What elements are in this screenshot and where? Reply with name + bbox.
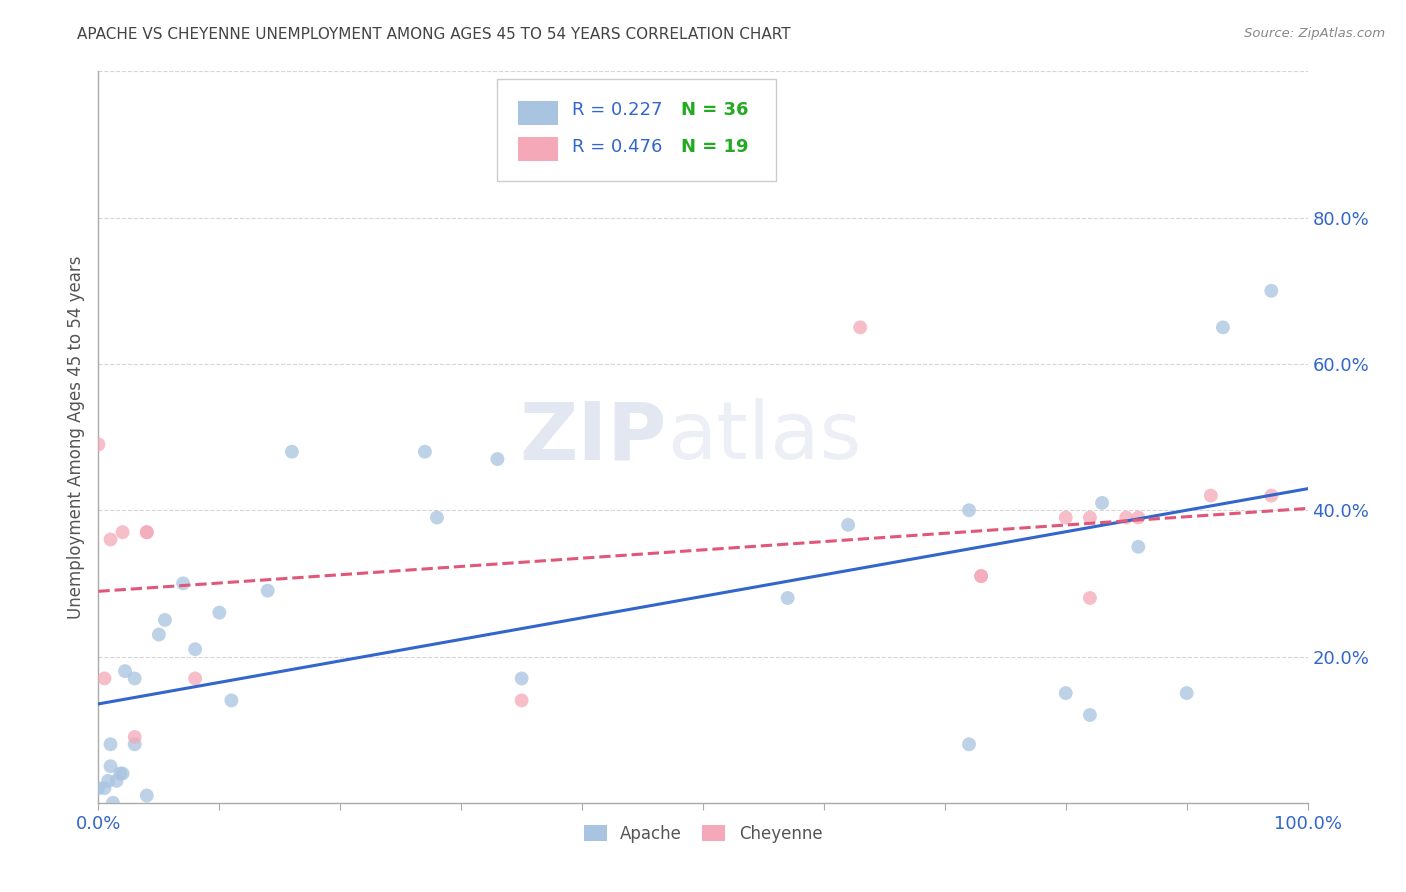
Text: ZIP: ZIP [519,398,666,476]
Point [124,737,146,751]
Point [1260,489,1282,503]
Point [87,437,110,451]
Point [1078,708,1101,723]
Text: N = 19: N = 19 [682,137,749,156]
Point [970,569,993,583]
Point [413,444,436,458]
Point [1054,510,1077,524]
Point [426,510,449,524]
Point [1128,540,1150,554]
Point [1128,510,1150,524]
Point [135,525,157,540]
Point [97,773,120,788]
Point [100,759,122,773]
FancyBboxPatch shape [517,137,558,161]
Point [1175,686,1198,700]
Point [837,517,859,532]
Point [184,642,207,657]
Point [776,591,799,605]
Point [1078,591,1101,605]
Text: APACHE VS CHEYENNE UNEMPLOYMENT AMONG AGES 45 TO 54 YEARS CORRELATION CHART: APACHE VS CHEYENNE UNEMPLOYMENT AMONG AG… [77,27,792,42]
Point [1054,686,1077,700]
Point [105,773,128,788]
Point [281,444,304,458]
Point [1078,510,1101,524]
Text: R = 0.476: R = 0.476 [572,137,662,156]
Point [111,766,134,780]
Point [93,672,115,686]
Point [148,627,170,641]
Point [486,452,509,467]
Point [87,781,110,796]
Point [1115,510,1137,524]
Point [100,737,122,751]
Point [108,766,131,780]
Point [135,525,157,540]
Point [111,525,134,540]
Point [849,320,872,334]
Text: Source: ZipAtlas.com: Source: ZipAtlas.com [1244,27,1385,40]
Point [114,664,136,678]
Point [957,737,980,751]
Y-axis label: Unemployment Among Ages 45 to 54 years: Unemployment Among Ages 45 to 54 years [66,255,84,619]
Text: R = 0.227: R = 0.227 [572,101,662,120]
Point [93,781,115,796]
FancyBboxPatch shape [498,78,776,181]
Text: N = 36: N = 36 [682,101,749,120]
Point [124,672,146,686]
Point [957,503,980,517]
Legend: Apache, Cheyenne: Apache, Cheyenne [576,818,830,849]
Point [510,693,533,707]
Point [1199,489,1222,503]
Point [221,693,243,707]
Point [100,533,122,547]
Point [153,613,176,627]
Point [184,672,207,686]
Point [1091,496,1114,510]
Point [510,672,533,686]
Point [208,606,231,620]
Point [101,796,124,810]
Point [1212,320,1234,334]
Point [172,576,194,591]
Point [124,730,146,744]
FancyBboxPatch shape [517,101,558,125]
Text: atlas: atlas [666,398,860,476]
Point [256,583,278,598]
Point [135,789,157,803]
Point [1260,284,1282,298]
Point [970,569,993,583]
